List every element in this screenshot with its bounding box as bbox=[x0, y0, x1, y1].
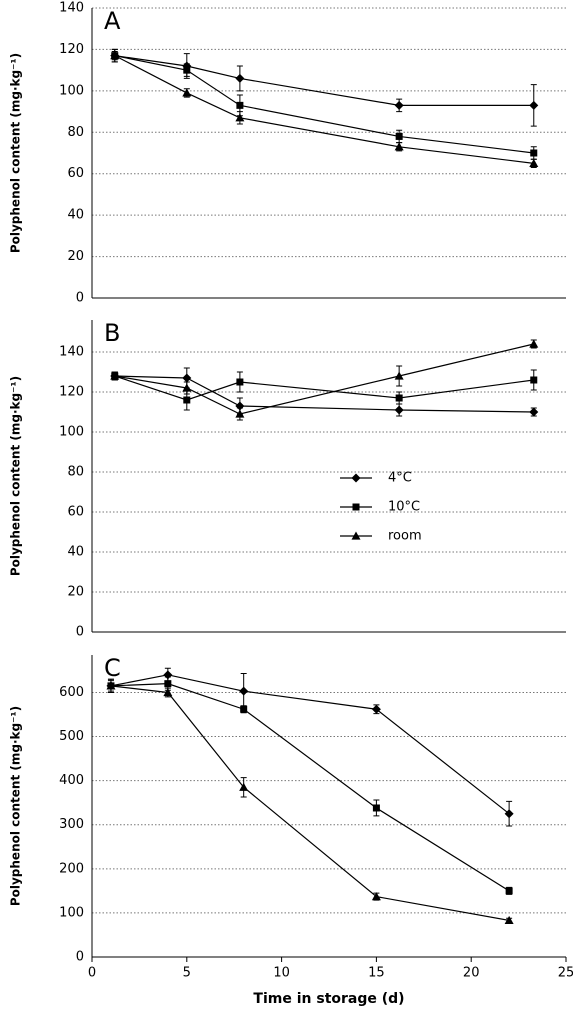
y-tick-label: 120 bbox=[59, 42, 84, 57]
y-axis-label: Polyphenol content (mg·kg⁻¹) bbox=[9, 53, 23, 253]
series-line bbox=[110, 685, 510, 921]
series-line bbox=[114, 55, 534, 106]
legend-label: room bbox=[388, 529, 422, 544]
series-line bbox=[114, 375, 534, 401]
y-tick-label: 0 bbox=[76, 625, 84, 640]
legend-marker bbox=[352, 503, 360, 511]
data-point bbox=[371, 704, 381, 714]
x-tick-label: 10 bbox=[273, 966, 290, 981]
data-point bbox=[240, 705, 248, 713]
data-point bbox=[394, 371, 404, 380]
legend-marker bbox=[351, 473, 361, 483]
y-tick-label: 0 bbox=[76, 291, 84, 306]
legend-label: 10°C bbox=[388, 500, 420, 515]
data-point bbox=[372, 804, 380, 812]
x-tick-label: 20 bbox=[463, 966, 480, 981]
y-tick-label: 20 bbox=[67, 585, 84, 600]
y-tick-label: 60 bbox=[67, 166, 84, 181]
y-tick-label: 200 bbox=[59, 861, 84, 876]
y-tick-label: 40 bbox=[67, 208, 84, 223]
series-line bbox=[114, 55, 534, 154]
y-tick-label: 140 bbox=[59, 1, 84, 16]
data-point bbox=[182, 373, 192, 383]
y-tick-label: 20 bbox=[67, 249, 84, 264]
y-axis-label: Polyphenol content (mg·kg⁻¹) bbox=[9, 376, 23, 576]
y-tick-label: 600 bbox=[59, 685, 84, 700]
data-point bbox=[182, 88, 192, 97]
x-tick-label: 5 bbox=[183, 966, 191, 981]
y-tick-label: 500 bbox=[59, 729, 84, 744]
data-point bbox=[394, 100, 404, 110]
data-point bbox=[394, 405, 404, 415]
data-point bbox=[110, 371, 120, 380]
panel-label: A bbox=[104, 7, 121, 35]
y-tick-label: 100 bbox=[59, 425, 84, 440]
y-tick-label: 140 bbox=[59, 345, 84, 360]
data-point bbox=[183, 396, 191, 404]
data-point bbox=[236, 378, 244, 386]
data-point bbox=[183, 66, 191, 74]
data-point bbox=[530, 149, 538, 157]
panel-label: C bbox=[104, 654, 121, 682]
data-point bbox=[235, 113, 245, 122]
data-point bbox=[106, 681, 116, 690]
x-tick-label: 25 bbox=[558, 966, 573, 981]
data-point bbox=[164, 680, 172, 688]
legend-label: 4°C bbox=[388, 471, 412, 486]
y-tick-label: 80 bbox=[67, 125, 84, 140]
data-point bbox=[504, 915, 514, 925]
series-line bbox=[114, 55, 534, 164]
data-point bbox=[163, 687, 173, 697]
data-point bbox=[530, 376, 538, 384]
legend-marker bbox=[351, 531, 361, 540]
x-tick-label: 15 bbox=[368, 966, 385, 981]
data-point bbox=[529, 339, 539, 348]
data-point bbox=[239, 686, 249, 696]
data-point bbox=[110, 51, 120, 60]
data-point bbox=[239, 782, 249, 791]
data-point bbox=[505, 887, 513, 895]
data-point bbox=[394, 142, 404, 151]
panel-label: B bbox=[104, 319, 120, 347]
y-tick-label: 400 bbox=[59, 773, 84, 788]
y-tick-label: 120 bbox=[59, 385, 84, 400]
data-point bbox=[529, 407, 539, 417]
data-point bbox=[504, 809, 514, 819]
data-point bbox=[235, 409, 245, 418]
data-point bbox=[395, 394, 403, 402]
y-tick-label: 100 bbox=[59, 905, 84, 920]
y-tick-label: 0 bbox=[76, 950, 84, 965]
data-point bbox=[236, 101, 244, 109]
series-line bbox=[114, 343, 534, 415]
data-point bbox=[529, 100, 539, 110]
x-tick-label: 0 bbox=[88, 966, 96, 981]
y-tick-label: 80 bbox=[67, 465, 84, 480]
y-tick-label: 100 bbox=[59, 83, 84, 98]
y-tick-label: 60 bbox=[67, 505, 84, 520]
data-point bbox=[235, 73, 245, 83]
data-point bbox=[371, 892, 381, 901]
series-line bbox=[110, 683, 510, 892]
y-axis-label: Polyphenol content (mg·kg⁻¹) bbox=[9, 706, 23, 906]
x-axis-label: Time in storage (d) bbox=[253, 991, 404, 1007]
y-tick-label: 40 bbox=[67, 545, 84, 560]
y-tick-label: 300 bbox=[59, 817, 84, 832]
data-point bbox=[529, 158, 539, 167]
data-point bbox=[182, 383, 192, 392]
data-point bbox=[395, 132, 403, 140]
